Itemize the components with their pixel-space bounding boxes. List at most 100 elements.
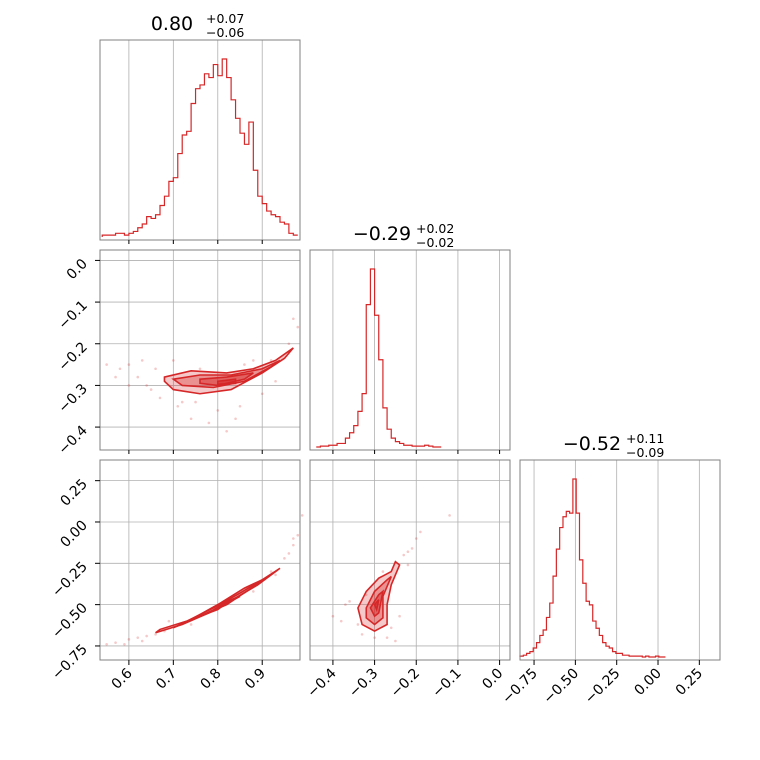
scatter-point (348, 600, 351, 603)
scatter-point (402, 553, 406, 557)
x-tick-label: −0.4 (304, 665, 339, 700)
histogram-line (101, 58, 298, 237)
scatter-point (292, 317, 295, 321)
panel-frame (99, 39, 301, 241)
scatter-point (105, 363, 108, 366)
scatter-point (140, 639, 144, 643)
panel-frame (99, 459, 301, 661)
panel-frame (309, 249, 511, 451)
scatter-point (269, 570, 273, 573)
scatter-point (127, 363, 131, 366)
scatter-point (394, 639, 397, 643)
scatter-point (225, 429, 228, 433)
scatter-point (136, 636, 140, 639)
param-plus-0: +0.07 (206, 11, 244, 26)
x-tick-label: −0.75 (499, 666, 541, 708)
param-minus-1: −0.02 (416, 235, 454, 250)
contour-level-3 (208, 605, 223, 614)
scatter-point (296, 325, 300, 329)
param-median-0: 0.80 (151, 13, 193, 35)
scatter-point (234, 417, 237, 421)
scatter-point (127, 638, 131, 641)
histogram-line (316, 268, 442, 448)
scatter-point (136, 375, 140, 379)
param-plus-1: +0.02 (416, 221, 454, 236)
x-tick-label: 0.00 (631, 666, 664, 699)
panel-frame (519, 459, 721, 661)
x-tick-label: −0.2 (388, 666, 423, 701)
scatter-point (140, 359, 144, 362)
scatter-point (198, 367, 202, 371)
scatter-point (398, 614, 401, 618)
param-median-2: −0.52 (563, 433, 621, 455)
scatter-point (154, 633, 157, 636)
y-tick-label: −0.75 (49, 641, 91, 683)
scatter-point (189, 417, 193, 421)
contour-panel-2 (309, 459, 511, 661)
x-tick-label: 0.25 (673, 666, 706, 699)
param-plus-2: +0.11 (626, 431, 664, 446)
scatter-point (207, 421, 211, 425)
x-tick-label: −0.50 (541, 666, 583, 708)
y-tick-label: 0.00 (57, 517, 90, 550)
x-tick-label: −0.1 (429, 666, 464, 701)
scatter-point (145, 384, 148, 387)
scatter-point (114, 375, 117, 379)
param-median-1: −0.29 (353, 223, 411, 245)
scatter-point (287, 342, 291, 346)
y-tick-label: −0.4 (55, 423, 90, 458)
scatter-point (287, 552, 291, 555)
scatter-point (448, 514, 451, 517)
scatter-point (167, 619, 171, 623)
scatter-point (274, 379, 277, 383)
scatter-point (176, 404, 180, 408)
contour-level-0 (163, 347, 294, 395)
scatter-point (331, 614, 335, 618)
scatter-point (105, 642, 108, 646)
scatter-point (189, 623, 193, 626)
contour-panel-0 (99, 249, 301, 451)
y-tick-label: −0.50 (49, 600, 91, 642)
scatter-point (180, 400, 184, 404)
scatter-point (292, 537, 295, 540)
scatter-point (216, 409, 220, 412)
contour-level-2 (199, 595, 241, 617)
scatter-point (373, 636, 376, 639)
scatter-point (243, 363, 246, 366)
x-tick-label: 0.0 (479, 666, 506, 693)
scatter-point (381, 570, 385, 573)
scatter-point (356, 623, 360, 626)
histogram-panel-0: 0.80 +0.07−0.06 (99, 11, 301, 241)
scatter-point (172, 359, 175, 362)
scatter-point (127, 384, 131, 387)
y-tick-label: 0.0 (64, 256, 91, 283)
x-tick-label: 0.7 (153, 666, 180, 693)
panel-frame (99, 249, 301, 451)
scatter-point (292, 543, 295, 547)
scatter-point (339, 619, 343, 623)
scatter-point (389, 626, 393, 630)
scatter-point (410, 547, 414, 550)
scatter-point (296, 533, 300, 537)
y-tick-label: −0.25 (49, 559, 91, 601)
scatter-point (194, 400, 197, 404)
contour-level-2 (199, 372, 254, 387)
scatter-point (406, 563, 410, 567)
scatter-point (260, 392, 264, 396)
scatter-point (252, 359, 255, 362)
scatter-point (118, 367, 122, 371)
scatter-point (154, 367, 157, 371)
scatter-point (419, 530, 422, 534)
scatter-point (158, 396, 162, 400)
scatter-point (414, 537, 418, 540)
scatter-point (344, 603, 347, 606)
scatter-point (360, 633, 364, 636)
contour-level-3 (373, 599, 380, 613)
scatter-point (385, 636, 389, 639)
scatter-point (145, 634, 148, 638)
scatter-point (300, 514, 304, 517)
x-tick-label: 0.6 (109, 665, 136, 692)
scatter-point (252, 590, 255, 593)
scatter-point (406, 550, 410, 554)
panel-frame (309, 459, 511, 661)
